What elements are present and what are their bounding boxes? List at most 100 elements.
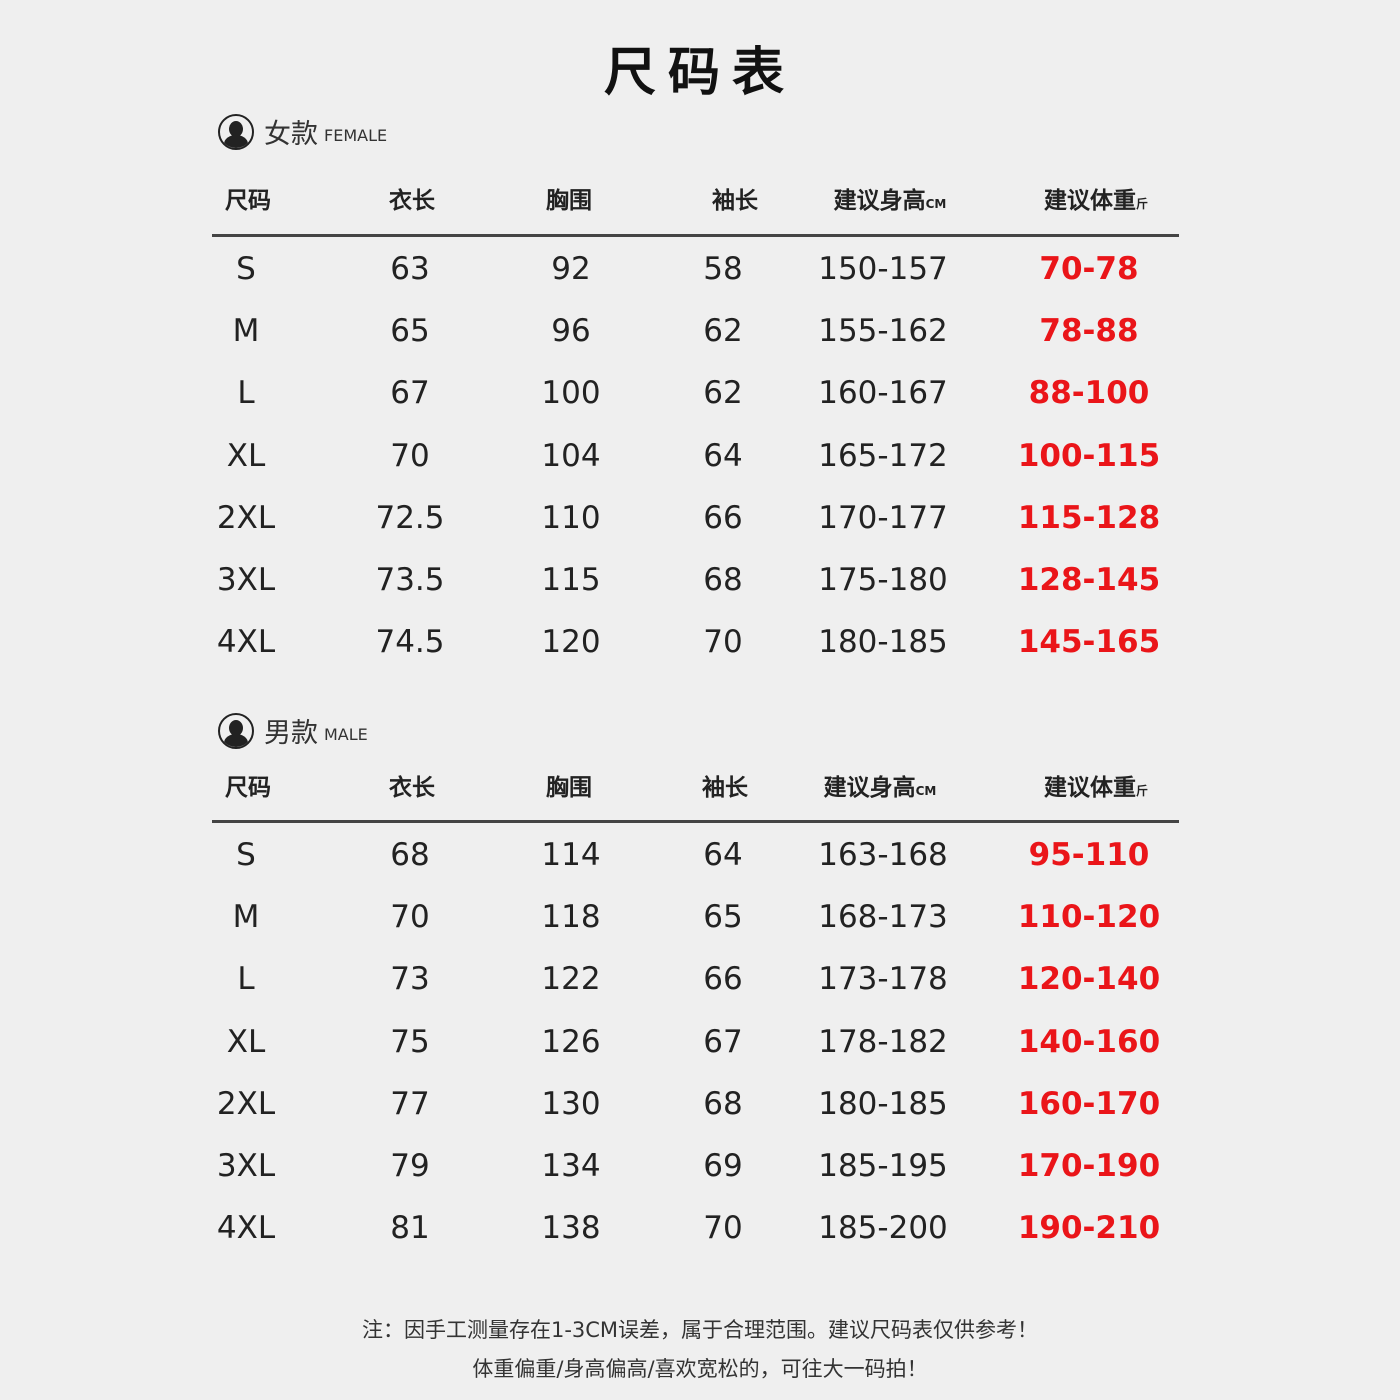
size-cell: XL <box>226 1023 266 1060</box>
sleeve-cell: 68 <box>703 1085 743 1122</box>
sleeve-cell: 68 <box>703 562 743 598</box>
size-cell: 3XL <box>216 562 276 598</box>
weight-cell: 128-145 <box>1017 562 1161 598</box>
column-header-label: 建议体重 <box>1043 188 1136 214</box>
size-cell: 3XL <box>216 1148 276 1184</box>
table-row: 2XL 72.5 110 66 170-177 115-128 <box>0 498 1400 538</box>
chest-cell: 122 <box>541 961 601 998</box>
length-cell: 70 <box>390 899 430 936</box>
table-row: M 70 118 65 168-173 110-120 <box>0 897 1400 937</box>
male-section-header: 男款 MALE <box>218 711 368 750</box>
column-header: 衣长 <box>389 181 435 221</box>
sleeve-cell: 65 <box>703 899 743 936</box>
sleeve-cell: 62 <box>703 375 743 412</box>
height-cell: 150-157 <box>818 251 948 287</box>
height-cell: 168-173 <box>818 899 948 936</box>
weight-cell: 115-128 <box>1017 499 1161 536</box>
weight-cell: 110-120 <box>1017 899 1161 936</box>
weight-cell: 145-165 <box>1017 624 1161 661</box>
column-header: 胸围 <box>546 181 592 221</box>
chest-cell: 120 <box>541 624 601 661</box>
unit-label: 斤 <box>1135 784 1149 798</box>
weight-cell: 140-160 <box>1017 1023 1161 1060</box>
column-header: 建议身高CM <box>834 181 947 224</box>
weight-cell: 78-88 <box>1039 313 1139 350</box>
length-cell: 73 <box>390 961 430 998</box>
length-cell: 81 <box>390 1210 430 1247</box>
table-row: XL 75 126 67 178-182 140-160 <box>0 1022 1400 1062</box>
unit-label: 斤 <box>1135 197 1149 211</box>
length-cell: 63 <box>390 251 430 287</box>
column-header: 尺码 <box>225 768 271 808</box>
column-header-label: 建议身高 <box>833 188 926 214</box>
column-header-label: 胸围 <box>546 775 592 801</box>
height-cell: 170-177 <box>818 499 948 536</box>
length-cell: 74.5 <box>375 624 445 661</box>
height-cell: 173-178 <box>818 961 948 998</box>
height-cell: 160-167 <box>818 375 948 412</box>
sleeve-cell: 69 <box>703 1148 743 1184</box>
section-label-cn: 女款 <box>264 119 318 150</box>
weight-cell: 70-78 <box>1039 251 1139 287</box>
size-cell: 2XL <box>216 1085 276 1122</box>
column-header-label: 衣长 <box>389 775 435 801</box>
sleeve-cell: 62 <box>703 313 743 350</box>
length-cell: 79 <box>390 1148 430 1184</box>
header-divider <box>212 820 1179 823</box>
length-cell: 77 <box>390 1085 430 1122</box>
table-row: S 63 92 58 150-157 70-78 <box>0 249 1400 289</box>
length-cell: 67 <box>390 375 430 412</box>
sleeve-cell: 66 <box>703 499 743 536</box>
chest-cell: 104 <box>541 437 601 474</box>
table-row: 4XL 81 138 70 185-200 190-210 <box>0 1208 1400 1248</box>
table-row: S 68 114 64 163-168 95-110 <box>0 835 1400 875</box>
section-label-en: FEMALE <box>324 126 388 145</box>
male-table-header: 尺码 衣长 胸围 袖长 建议身高CM 建议体重斤 <box>0 768 1400 808</box>
note-line-2: 体重偏重/身高偏高/喜欢宽松的，可往大一码拍！ <box>472 1357 928 1381</box>
sleeve-cell: 58 <box>703 251 743 287</box>
chest-cell: 100 <box>541 375 601 412</box>
height-cell: 155-162 <box>818 313 948 350</box>
height-cell: 163-168 <box>818 837 948 873</box>
size-cell: M <box>232 899 260 936</box>
column-header: 建议体重斤 <box>1044 181 1148 224</box>
column-header: 建议体重斤 <box>1044 768 1148 811</box>
table-row: M 65 96 62 155-162 78-88 <box>0 311 1400 351</box>
chest-cell: 118 <box>541 899 601 936</box>
female-table-header: 尺码 衣长 胸围 袖长 建议身高CM 建议体重斤 <box>0 181 1400 221</box>
weight-cell: 170-190 <box>1017 1148 1161 1184</box>
length-cell: 72.5 <box>375 499 445 536</box>
height-cell: 175-180 <box>818 562 948 598</box>
size-cell: 2XL <box>216 499 276 536</box>
weight-cell: 120-140 <box>1017 961 1161 998</box>
unit-label: CM <box>925 197 947 211</box>
column-header: 尺码 <box>225 181 271 221</box>
header-divider <box>212 234 1179 237</box>
table-row: L 67 100 62 160-167 88-100 <box>0 373 1400 413</box>
length-cell: 75 <box>390 1023 430 1060</box>
section-label-cn: 男款 <box>264 718 318 749</box>
column-header-label: 衣长 <box>389 188 435 214</box>
column-header-label: 建议身高 <box>823 775 916 801</box>
length-cell: 70 <box>390 437 430 474</box>
size-cell: M <box>232 313 260 350</box>
sleeve-cell: 64 <box>703 437 743 474</box>
female-avatar-icon <box>218 113 254 150</box>
chest-cell: 92 <box>551 251 591 287</box>
table-row: 3XL 79 134 69 185-195 170-190 <box>0 1146 1400 1186</box>
height-cell: 178-182 <box>818 1023 948 1060</box>
sleeve-cell: 66 <box>703 961 743 998</box>
sleeve-cell: 70 <box>703 1210 743 1247</box>
size-cell: XL <box>226 437 266 474</box>
weight-cell: 160-170 <box>1017 1085 1161 1122</box>
table-row: 4XL 74.5 120 70 180-185 145-165 <box>0 622 1400 662</box>
chest-cell: 96 <box>551 313 591 350</box>
height-cell: 185-195 <box>818 1148 948 1184</box>
female-section-header: 女款 FEMALE <box>218 112 387 151</box>
weight-cell: 88-100 <box>1028 375 1150 412</box>
column-header: 袖长 <box>712 181 758 221</box>
length-cell: 65 <box>390 313 430 350</box>
height-cell: 180-185 <box>818 1085 948 1122</box>
table-row: L 73 122 66 173-178 120-140 <box>0 959 1400 999</box>
